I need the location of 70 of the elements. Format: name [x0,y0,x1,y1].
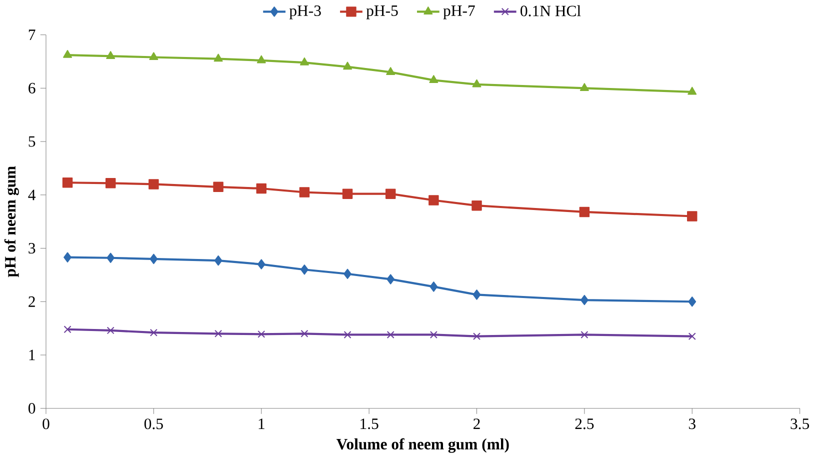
point [214,54,223,62]
point [106,50,116,59]
point [256,55,266,64]
point [430,330,438,338]
y-tick-label: 7 [28,30,36,40]
point [428,195,439,206]
x-tick-label: 3.5 [790,418,810,430]
point [213,182,224,192]
point [688,86,697,95]
y-tick-label: 4 [28,190,36,200]
point [106,326,114,334]
point [300,57,309,66]
point [105,178,116,188]
point [342,188,353,199]
x-tick-label: 2.5 [575,418,594,430]
legend-label: pH-7 [443,5,475,20]
point [256,183,266,194]
x-tick-label: 0 [42,418,50,430]
point [150,328,158,336]
point [386,66,396,75]
x-tick-label: 1.5 [360,418,378,430]
point [580,82,589,91]
point [214,255,222,266]
point [148,179,159,190]
point [257,259,266,270]
point [258,330,266,338]
y-axis-title: pH of neem gum [4,166,19,277]
point [688,332,696,340]
point [299,187,310,198]
point [579,206,590,218]
point [64,252,72,262]
y-tick-label: 5 [28,136,36,147]
y-tick-label: 1 [29,350,35,360]
x-tick-label: 3 [688,418,696,430]
point [150,254,158,264]
x-axis-title: Volume of neem gum (ml) [336,438,509,453]
point [343,62,352,70]
point [344,268,352,279]
point [300,264,308,275]
y-tick-label: 6 [28,82,36,94]
point [62,177,73,188]
point [214,330,222,338]
y-tick-label: 0 [28,402,36,414]
point [344,330,352,338]
x-tick-label: 0.5 [144,418,163,430]
point [385,188,396,199]
point [429,74,438,83]
y-tick-label: 2 [28,296,35,307]
point [472,79,482,88]
point [580,330,588,338]
legend-label: 0.1N HCl [520,5,581,16]
legend-label: pH-5 [366,5,398,20]
y-tick-label: 3 [28,242,36,254]
x-tick-label: 2 [474,418,480,429]
x-tick-label: 1 [258,418,264,429]
point [687,211,698,222]
point [386,274,395,284]
point [149,52,158,60]
point [430,281,438,292]
point [63,50,72,58]
legend-label: pH-3 [289,5,321,20]
point [580,294,588,306]
point [472,290,481,300]
point [688,296,696,307]
point [472,200,482,211]
point [106,252,115,263]
point [386,330,394,338]
point [300,330,308,338]
point [64,326,72,334]
point [472,332,481,340]
